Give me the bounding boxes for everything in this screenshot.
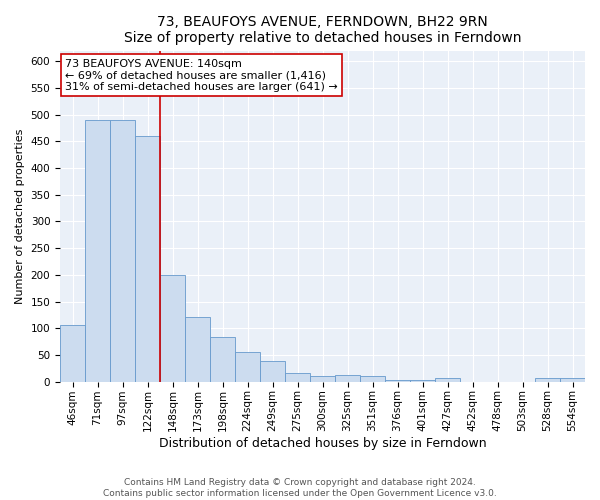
Bar bbox=[60, 324, 85, 382]
Y-axis label: Number of detached properties: Number of detached properties bbox=[15, 128, 25, 304]
X-axis label: Distribution of detached houses by size in Ferndown: Distribution of detached houses by size … bbox=[159, 437, 487, 450]
Bar bbox=[435, 378, 460, 382]
Text: 73 BEAUFOYS AVENUE: 140sqm
← 69% of detached houses are smaller (1,416)
31% of s: 73 BEAUFOYS AVENUE: 140sqm ← 69% of deta… bbox=[65, 59, 338, 92]
Bar bbox=[110, 120, 135, 382]
Bar bbox=[85, 120, 110, 382]
Bar bbox=[385, 380, 410, 382]
Bar bbox=[185, 316, 210, 382]
Bar bbox=[160, 275, 185, 382]
Bar bbox=[235, 352, 260, 382]
Title: 73, BEAUFOYS AVENUE, FERNDOWN, BH22 9RN
Size of property relative to detached ho: 73, BEAUFOYS AVENUE, FERNDOWN, BH22 9RN … bbox=[124, 15, 521, 45]
Bar bbox=[310, 376, 335, 382]
Bar bbox=[360, 376, 385, 382]
Bar bbox=[210, 337, 235, 382]
Text: Contains HM Land Registry data © Crown copyright and database right 2024.
Contai: Contains HM Land Registry data © Crown c… bbox=[103, 478, 497, 498]
Bar bbox=[260, 362, 285, 382]
Bar bbox=[560, 378, 585, 382]
Bar bbox=[535, 378, 560, 382]
Bar bbox=[410, 380, 435, 382]
Bar bbox=[285, 373, 310, 382]
Bar bbox=[135, 136, 160, 382]
Bar bbox=[335, 376, 360, 382]
